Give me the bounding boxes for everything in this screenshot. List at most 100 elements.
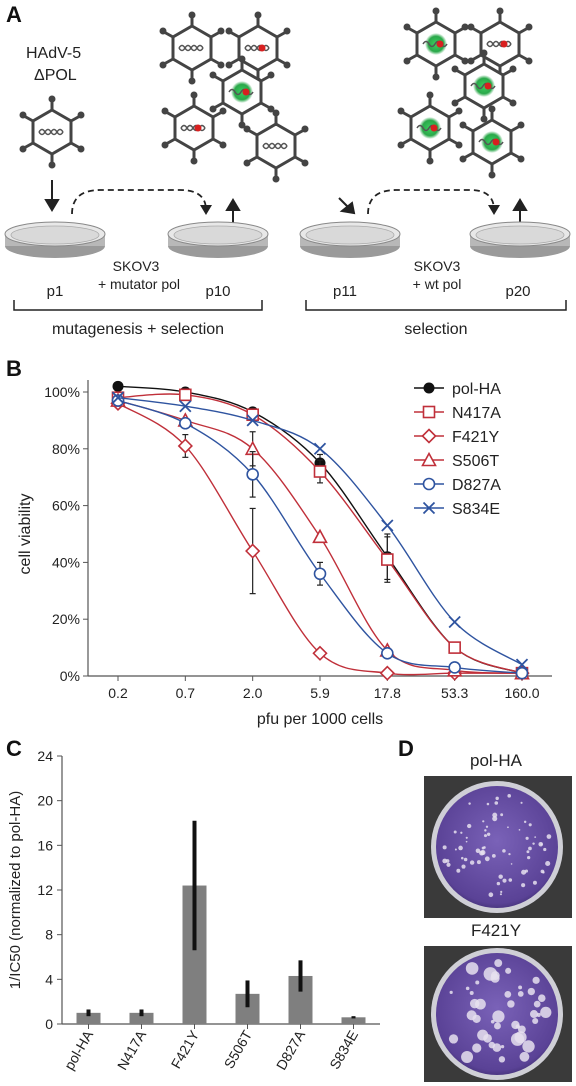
x-tick-label: S506T [221,1027,256,1071]
plaque-spot [490,1019,495,1024]
plaque-spot [492,812,498,818]
data-point [179,416,192,430]
plaque-spot [525,836,529,840]
plaque-spot [540,843,543,846]
plaque-spot [500,890,503,893]
x-tick-label: 5.9 [310,685,330,701]
data-point [423,382,435,394]
plaque-spot [460,831,463,834]
plaque-spot [529,1010,539,1019]
plaque-spot [491,854,496,858]
data-point [177,438,193,454]
bar-pol-ha [76,1012,101,1024]
legend-label: F421Y [452,429,499,446]
plaque-spot [468,802,471,805]
data-point [245,543,261,559]
legend-item-s506t: S506T [414,451,499,470]
y-tick-label: 0% [60,668,80,684]
data-point [313,567,327,581]
cell-line-condition-label: + mutator pol [98,276,180,292]
plaque-spot [538,994,546,1002]
legend-item-pol-ha: pol-HA [414,381,501,398]
y-axis-title: cell viability [17,494,34,575]
plaque-spot [521,883,526,888]
plaque-spot [486,832,491,836]
plaque-spot [467,823,472,829]
panel-a-schematic: HAdV-5 ΔPOL SKOV3 + mutator pol SKOV3 + … [4,6,571,338]
plaque-spot [540,1006,552,1019]
plaque-spot [488,892,494,898]
y-tick-label: 60% [52,498,80,514]
y-tick-label: 0 [45,1016,53,1032]
data-point [422,501,436,515]
plaque-spot [484,829,487,832]
cell-line-label: SKOV3 [414,258,461,274]
y-tick-label: 80% [52,441,80,457]
plaque-spot [494,1022,501,1030]
y-tick-label: 16 [37,837,53,853]
virus-name-label: HAdV-5 [26,45,81,62]
plaque-spot [507,826,509,829]
plaque-spot [528,846,532,851]
x-tick-label: D827A [273,1027,309,1073]
passage-label-p20: p20 [505,283,530,300]
plaque-spot [518,1025,526,1034]
plaque-spot [465,986,470,991]
series-s834e [111,391,529,671]
plaque-spot [546,834,552,839]
data-point [515,666,529,680]
data-point [422,477,436,491]
plaque-spot [498,1056,506,1063]
progeny-virion-icon [402,6,470,82]
plaque-plate-pol-ha [424,776,572,918]
y-tick-label: 40% [52,554,80,570]
plaque-spot [484,856,490,862]
data-point [112,380,124,392]
plaque-spot [481,846,485,850]
plaque-spot [492,816,498,822]
x-tick-label: pol-HA [61,1027,97,1073]
data-point [448,615,461,629]
panel-c-letter: C [6,736,22,761]
data-point [381,553,394,566]
plaque-spot [456,868,461,873]
y-tick-label: 20% [52,611,80,627]
plaque-spot [442,858,448,864]
virus-deletion-label: ΔPOL [34,67,77,84]
plaque-spot [494,801,499,805]
plaque-spot [543,847,547,852]
plaque-spot [522,1040,535,1053]
plaque-spot [504,991,512,998]
x-tick-label: 53.3 [441,685,468,701]
plaque-spot [500,1044,505,1049]
passage-label-p11: p11 [333,283,357,300]
x-tick-label: S834E [326,1028,361,1072]
phase-label-selection: selection [404,321,467,338]
plaque-spot [500,813,504,817]
plaque-spot [532,842,535,845]
legend-label: pol-HA [452,381,501,398]
legend-label: S834E [452,501,500,518]
plaque-spot [469,998,480,1009]
plaque-spot [528,823,532,827]
plaque-spot [518,828,521,831]
legend-item-d827a: D827A [414,477,501,494]
panel-d-plaque-assay: pol-HA F421Y [424,751,572,1082]
data-point [448,641,461,654]
plaque-spot [465,836,468,839]
legend-item-f421y: F421Y [414,428,499,446]
y-tick-label: 100% [44,384,80,400]
y-axis-title: 1/IC50 (normalized to pol-HA) [7,791,24,989]
plaque-spot [488,1041,496,1049]
bar-n417a [129,1012,154,1024]
plaque-spot [520,801,523,804]
plaque-spot [475,980,480,985]
plaque-spot [527,856,531,860]
data-point [312,528,328,544]
plaque-spot [532,880,537,885]
data-point [381,519,394,532]
data-point [421,428,437,444]
x-axis-title: pfu per 1000 cells [257,711,383,728]
phase-label-mutagenesis: mutagenesis + selection [52,321,224,338]
plaque-spot [526,850,530,854]
